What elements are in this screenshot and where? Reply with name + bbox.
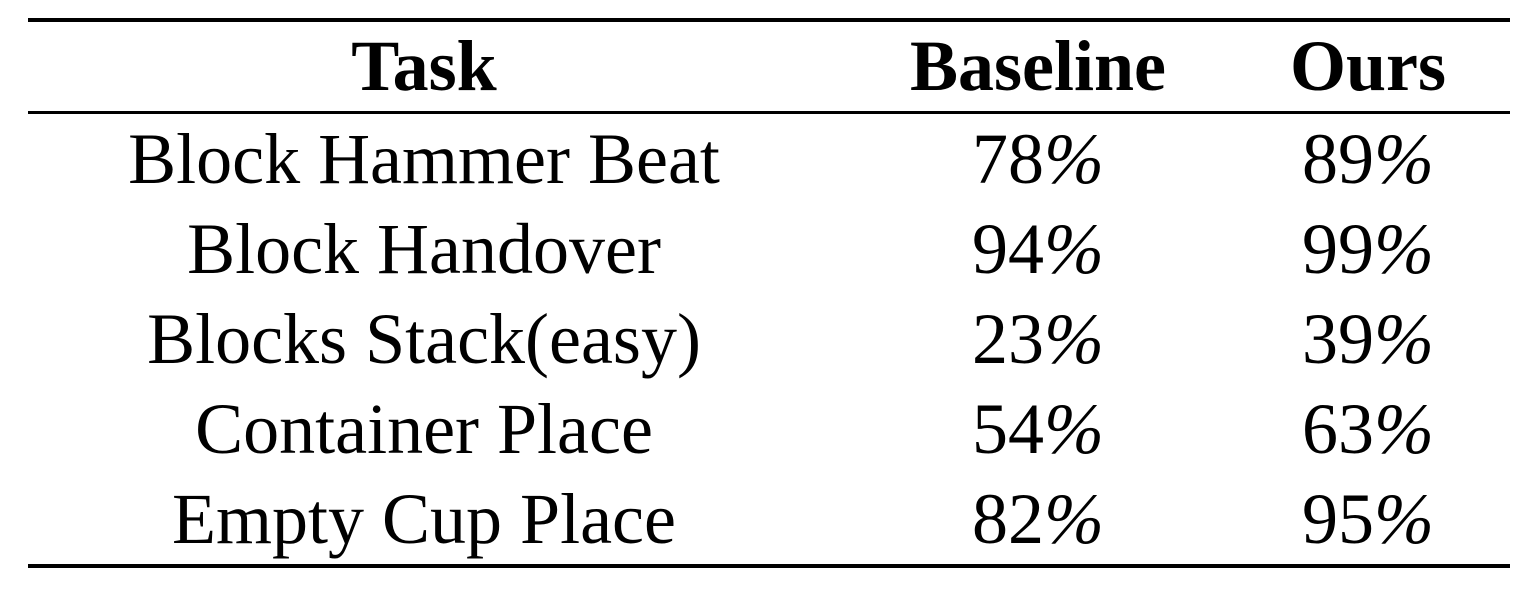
percent-sign: %	[1044, 209, 1104, 289]
bottom-rule	[28, 564, 1510, 568]
percent-sign: %	[1374, 299, 1434, 379]
task-cell: Container Place	[195, 389, 653, 469]
baseline-cell: 23%	[850, 294, 1226, 384]
percent-sign: %	[1044, 479, 1104, 559]
baseline-value: 82	[972, 479, 1044, 559]
task-cell: Block Handover	[187, 209, 661, 289]
percent-sign: %	[1044, 389, 1104, 469]
table-row: Block Hammer Beat 78% 89%	[28, 114, 1510, 204]
baseline-cell: 54%	[850, 384, 1226, 474]
percent-sign: %	[1044, 299, 1104, 379]
ours-cell: 63%	[1226, 384, 1510, 474]
table-row: Empty Cup Place 82% 95%	[28, 474, 1510, 564]
results-table: Task Baseline Ours Block Hammer Beat 78%…	[28, 18, 1510, 568]
baseline-value: 54	[972, 389, 1044, 469]
percent-sign: %	[1044, 119, 1104, 199]
table-row: Block Handover 94% 99%	[28, 204, 1510, 294]
ours-value: 95	[1302, 479, 1374, 559]
baseline-cell: 82%	[850, 474, 1226, 564]
task-cell: Block Hammer Beat	[128, 119, 720, 199]
ours-value: 89	[1302, 119, 1374, 199]
percent-sign: %	[1374, 479, 1434, 559]
header-baseline: Baseline	[909, 26, 1166, 106]
task-cell: Empty Cup Place	[172, 479, 676, 559]
table-row: Blocks Stack(easy) 23% 39%	[28, 294, 1510, 384]
ours-value: 63	[1302, 389, 1374, 469]
percent-sign: %	[1374, 209, 1434, 289]
percent-sign: %	[1374, 119, 1434, 199]
baseline-value: 94	[972, 209, 1044, 289]
ours-cell: 95%	[1226, 474, 1510, 564]
ours-value: 39	[1302, 299, 1374, 379]
header-ours: Ours	[1289, 26, 1447, 106]
ours-cell: 39%	[1226, 294, 1510, 384]
ours-cell: 89%	[1226, 114, 1510, 204]
baseline-cell: 78%	[850, 114, 1226, 204]
ours-cell: 99%	[1226, 204, 1510, 294]
table-row: Container Place 54% 63%	[28, 384, 1510, 474]
percent-sign: %	[1374, 389, 1434, 469]
header-rule	[28, 111, 1510, 114]
baseline-cell: 94%	[850, 204, 1226, 294]
baseline-value: 78	[972, 119, 1044, 199]
ours-value: 99	[1302, 209, 1374, 289]
baseline-value: 23	[972, 299, 1044, 379]
header-task: Task	[351, 26, 497, 106]
task-cell: Blocks Stack(easy)	[147, 299, 701, 379]
table-header: Task Baseline Ours	[28, 22, 1510, 111]
top-rule	[28, 18, 1510, 22]
